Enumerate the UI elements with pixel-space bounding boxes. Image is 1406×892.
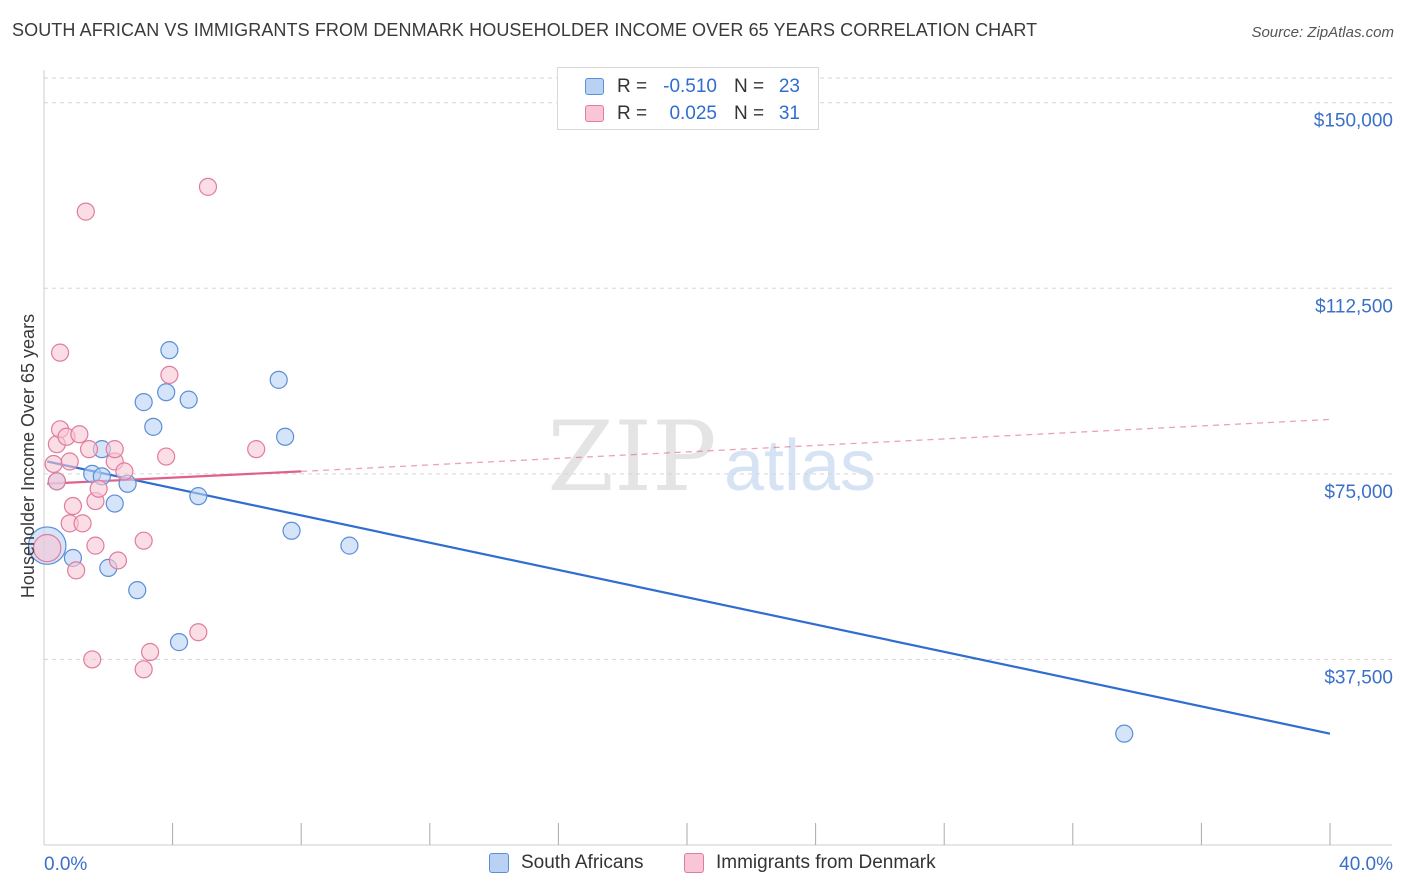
source-label: Source: ZipAtlas.com xyxy=(1251,24,1394,41)
point-south-africans xyxy=(282,521,301,540)
point-denmark xyxy=(115,462,134,481)
point-denmark xyxy=(108,551,128,570)
point-denmark xyxy=(134,660,153,679)
point-layer xyxy=(27,177,1134,743)
point-south-africans xyxy=(134,393,153,412)
point-denmark xyxy=(73,514,92,533)
point-denmark xyxy=(189,623,208,642)
point-denmark xyxy=(105,440,124,459)
point-denmark xyxy=(70,425,89,444)
axis-layer xyxy=(43,70,1392,846)
point-denmark xyxy=(67,561,86,580)
legend-r-label: R = xyxy=(617,76,648,97)
point-denmark xyxy=(47,472,66,491)
correlation-legend: R = -0.510 N = 23 R = 0.025 N = 31 xyxy=(557,67,819,130)
point-denmark xyxy=(60,452,79,471)
trendline-south-africans xyxy=(46,460,1331,735)
point-south-africans xyxy=(169,633,189,652)
y-axis-label: Householder Income Over 65 years xyxy=(18,314,38,598)
legend-label: Immigrants from Denmark xyxy=(716,852,936,873)
point-south-africans xyxy=(105,494,124,513)
point-south-africans xyxy=(340,536,359,555)
point-south-africans xyxy=(179,390,198,409)
legend-swatch-blue xyxy=(489,853,509,873)
point-denmark xyxy=(79,440,99,459)
point-denmark xyxy=(134,531,153,550)
watermark-zip: ZIP xyxy=(547,401,716,513)
legend-n-value: 31 xyxy=(778,103,800,124)
chart-title: SOUTH AFRICAN VS IMMIGRANTS FROM DENMARK… xyxy=(12,20,1038,40)
point-south-africans xyxy=(189,487,208,506)
legend-row-denmark: R = 0.025 N = 31 xyxy=(558,101,818,127)
point-denmark xyxy=(86,536,105,555)
point-denmark xyxy=(44,454,63,474)
x-tick-label: 40.0% xyxy=(1339,854,1393,875)
legend-r-value: -0.510 xyxy=(663,76,717,97)
series-legend: South Africans Immigrants from Denmark xyxy=(0,852,1406,878)
y-tick-label: $112,500 xyxy=(1315,296,1393,317)
point-denmark xyxy=(140,642,160,662)
legend-row-south-africans: R = -0.510 N = 23 xyxy=(558,74,818,100)
point-south-africans xyxy=(144,417,163,436)
grid-layer xyxy=(44,77,1392,660)
point-south-africans xyxy=(157,383,176,402)
watermark-atlas: atlas xyxy=(724,426,876,506)
legend-label: South Africans xyxy=(521,852,644,873)
trendline-ext-denmark xyxy=(301,418,1331,473)
point-denmark xyxy=(76,202,95,221)
point-denmark xyxy=(157,447,176,466)
point-denmark xyxy=(198,177,218,196)
point-south-africans xyxy=(1115,724,1134,743)
legend-swatch-blue xyxy=(585,78,604,95)
point-south-africans xyxy=(269,370,288,389)
legend-r-label: R = xyxy=(617,103,648,124)
point-denmark xyxy=(89,479,108,498)
legend-r-value: 0.025 xyxy=(669,103,717,124)
label-layer: $37,500 $75,000 $112,500 $150,000 0.0% 40.0% H… xyxy=(18,111,1393,875)
point-south-africans xyxy=(128,581,147,600)
y-tick-label: $75,000 xyxy=(1324,482,1393,503)
y-tick-label: $37,500 xyxy=(1324,667,1393,688)
point-denmark xyxy=(247,440,266,459)
point-south-africans xyxy=(160,341,179,360)
point-denmark xyxy=(50,343,70,362)
legend-n-label: N = xyxy=(734,76,765,97)
point-south-africans xyxy=(276,427,295,446)
point-denmark xyxy=(160,365,179,385)
legend-n-label: N = xyxy=(734,103,765,124)
legend-swatch-pink xyxy=(684,853,704,873)
legend-swatch-pink xyxy=(585,105,604,122)
y-tick-label: $150,000 xyxy=(1314,111,1393,132)
point-denmark xyxy=(33,533,62,563)
legend-n-value: 23 xyxy=(778,76,800,97)
x-tick-label: 0.0% xyxy=(44,854,87,875)
point-denmark xyxy=(63,496,83,516)
point-denmark xyxy=(83,650,102,669)
